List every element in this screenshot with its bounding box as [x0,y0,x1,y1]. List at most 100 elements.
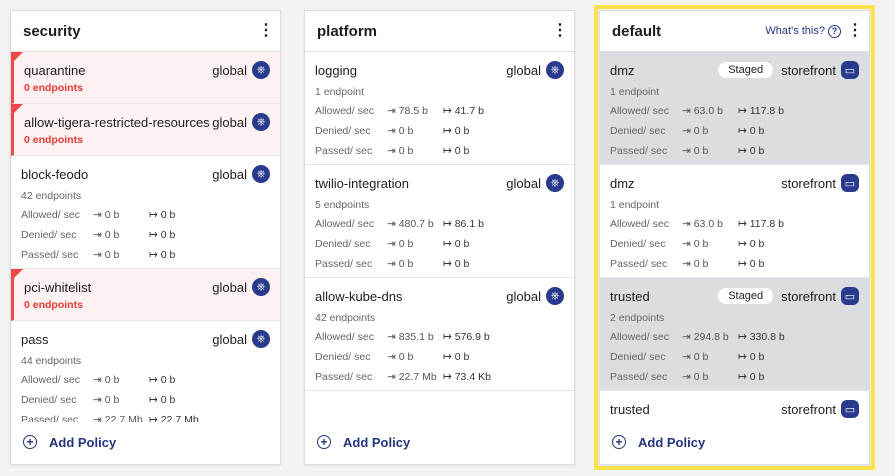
add-policy-button[interactable]: + Add Policy [305,420,574,464]
stat-row: Allowed/ sec ⇥ 480.7 b ↦ 86.1 b [315,218,564,231]
policy-row[interactable]: allow-kube-dns global ⎈ 42 endpoints Allowed… [305,278,574,391]
ingress-text: 0 b [398,351,414,363]
egress-icon: ↦ [738,258,750,270]
ingress-icon: ⇥ [387,351,399,363]
ingress-icon: ⇥ [682,218,694,230]
policy-row[interactable]: dmz Staged storefront ▭ 1 endpoint Allowed/ s… [600,52,869,165]
policy-scope: storefront [781,288,836,304]
ingress-value: ⇥ 0 b [387,125,443,138]
ingress-value: ⇥ 0 b [682,258,738,271]
ingress-value: ⇥ 63.0 b [682,105,738,118]
egress-icon: ↦ [443,351,455,363]
kubernetes-icon: ⎈ [546,174,564,192]
egress-text: 0 b [454,125,470,137]
tier-title: security [23,22,81,40]
policy-name: logging [315,62,357,78]
egress-text: 0 b [749,351,765,363]
ingress-icon: ⇥ [387,145,399,157]
egress-text: 0 b [749,125,765,137]
ingress-value: ⇥ 0 b [682,145,738,158]
namespace-icon: ▭ [841,400,859,418]
egress-value: ↦ 0 b [149,374,175,387]
policy-list[interactable]: dmz Staged storefront ▭ 1 endpoint Allowed/ s… [600,52,869,422]
ingress-icon: ⇥ [387,331,399,343]
ingress-text: 0 b [693,238,709,250]
ingress-text: 0 b [398,258,414,270]
policy-row[interactable]: trusted storefront ▭ [600,391,869,422]
policy-name: pci-whitelist [24,279,92,295]
policy-row[interactable]: pass global ⎈ 44 endpoints Allowed/ sec ⇥ 0 b… [11,321,280,422]
egress-text: 0 b [454,145,470,157]
tier-header: platform ⋮ [305,11,574,52]
egress-text: 73.4 Kb [454,371,491,383]
ingress-text: 0 b [104,249,120,261]
egress-icon: ↦ [149,374,161,386]
egress-icon: ↦ [149,229,161,241]
policy-row[interactable]: block-feodo global ⎈ 42 endpoints Allowed/ s… [11,156,280,269]
kubernetes-icon: ⎈ [252,330,270,348]
egress-icon: ↦ [443,105,455,117]
egress-text: 576.9 b [454,331,490,343]
add-policy-button[interactable]: + Add Policy [600,420,869,464]
stat-label: Denied/ sec [610,238,666,250]
policy-row[interactable]: trusted Staged storefront ▭ 2 endpoints Allow… [600,278,869,391]
tier-column-default: default What's this?? ⋮ dmz Staged storefront… [594,5,875,470]
ingress-text: 0 b [104,374,120,386]
ingress-icon: ⇥ [682,238,694,250]
policy-row[interactable]: pci-whitelist global ⎈ 0 endpoints [11,269,280,321]
egress-icon: ↦ [738,371,750,383]
policy-row[interactable]: dmz storefront ▭ 1 endpoint Allowed/ sec ⇥ 63… [600,165,869,278]
policy-row[interactable]: allow-tigera-restricted-resources global ⎈… [11,104,280,156]
ingress-value: ⇥ 0 b [682,371,738,384]
stat-label: Passed/ sec [315,258,373,270]
policy-header: block-feodo global ⎈ [21,164,270,184]
stat-label: Allowed/ sec [610,105,669,117]
tier-title: platform [317,22,377,40]
policy-name: pass [21,331,49,347]
stat-row: Allowed/ sec ⇥ 835.1 b ↦ 576.9 b [315,331,564,344]
policy-name: trusted [610,401,650,417]
ingress-text: 0 b [398,145,414,157]
plus-circle-icon: + [23,435,37,449]
stat-row: Passed/ sec ⇥ 0 b ↦ 0 b [610,371,859,384]
kubernetes-icon: ⎈ [252,278,270,296]
egress-icon: ↦ [149,249,161,261]
policy-row[interactable]: twilio-integration global ⎈ 5 endpoints Allo… [305,165,574,278]
egress-value: ↦ 0 b [149,249,175,262]
egress-value: ↦ 117.8 b [738,105,784,118]
stat-row: Denied/ sec ⇥ 0 b ↦ 0 b [610,351,859,364]
egress-text: 0 b [160,374,176,386]
more-options-icon[interactable]: ⋮ [847,22,863,39]
egress-value: ↦ 0 b [738,238,764,251]
endpoint-count: 2 endpoints [610,312,665,324]
ingress-icon: ⇥ [93,394,105,406]
add-policy-button[interactable]: + Add Policy [11,420,280,464]
stat-row: Allowed/ sec ⇥ 0 b ↦ 0 b [21,374,270,387]
more-options-icon[interactable]: ⋮ [258,22,274,39]
more-options-icon[interactable]: ⋮ [552,22,568,39]
policy-list[interactable]: quarantine global ⎈ 0 endpoints allow-tigera… [11,52,280,422]
stat-label: Denied/ sec [315,125,371,137]
endpoint-count: 5 endpoints [315,199,370,211]
stat-label: Allowed/ sec [610,218,669,230]
kubernetes-icon: ⎈ [252,165,270,183]
ingress-value: ⇥ 0 b [387,258,443,271]
ingress-value: ⇥ 0 b [387,351,443,364]
whats-this-link[interactable]: What's this?? [765,24,841,38]
ingress-value: ⇥ 835.1 b [387,331,443,344]
policy-list[interactable]: logging global ⎈ 1 endpoint Allowed/ sec ⇥ 78… [305,52,574,422]
policy-row[interactable]: logging global ⎈ 1 endpoint Allowed/ sec ⇥ 78… [305,52,574,165]
egress-icon: ↦ [443,218,455,230]
egress-value: ↦ 117.8 b [738,218,784,231]
stat-row: Passed/ sec ⇥ 0 b ↦ 0 b [21,249,270,262]
policy-row[interactable]: quarantine global ⎈ 0 endpoints [11,52,280,104]
ingress-icon: ⇥ [682,105,694,117]
policy-scope: global [212,279,247,295]
endpoint-count: 0 endpoints [24,134,83,146]
stat-label: Denied/ sec [610,351,666,363]
ingress-value: ⇥ 63.0 b [682,218,738,231]
ingress-icon: ⇥ [387,125,399,137]
endpoint-count: 1 endpoint [610,86,660,98]
ingress-text: 0 b [104,394,120,406]
ingress-text: 0 b [398,125,414,137]
